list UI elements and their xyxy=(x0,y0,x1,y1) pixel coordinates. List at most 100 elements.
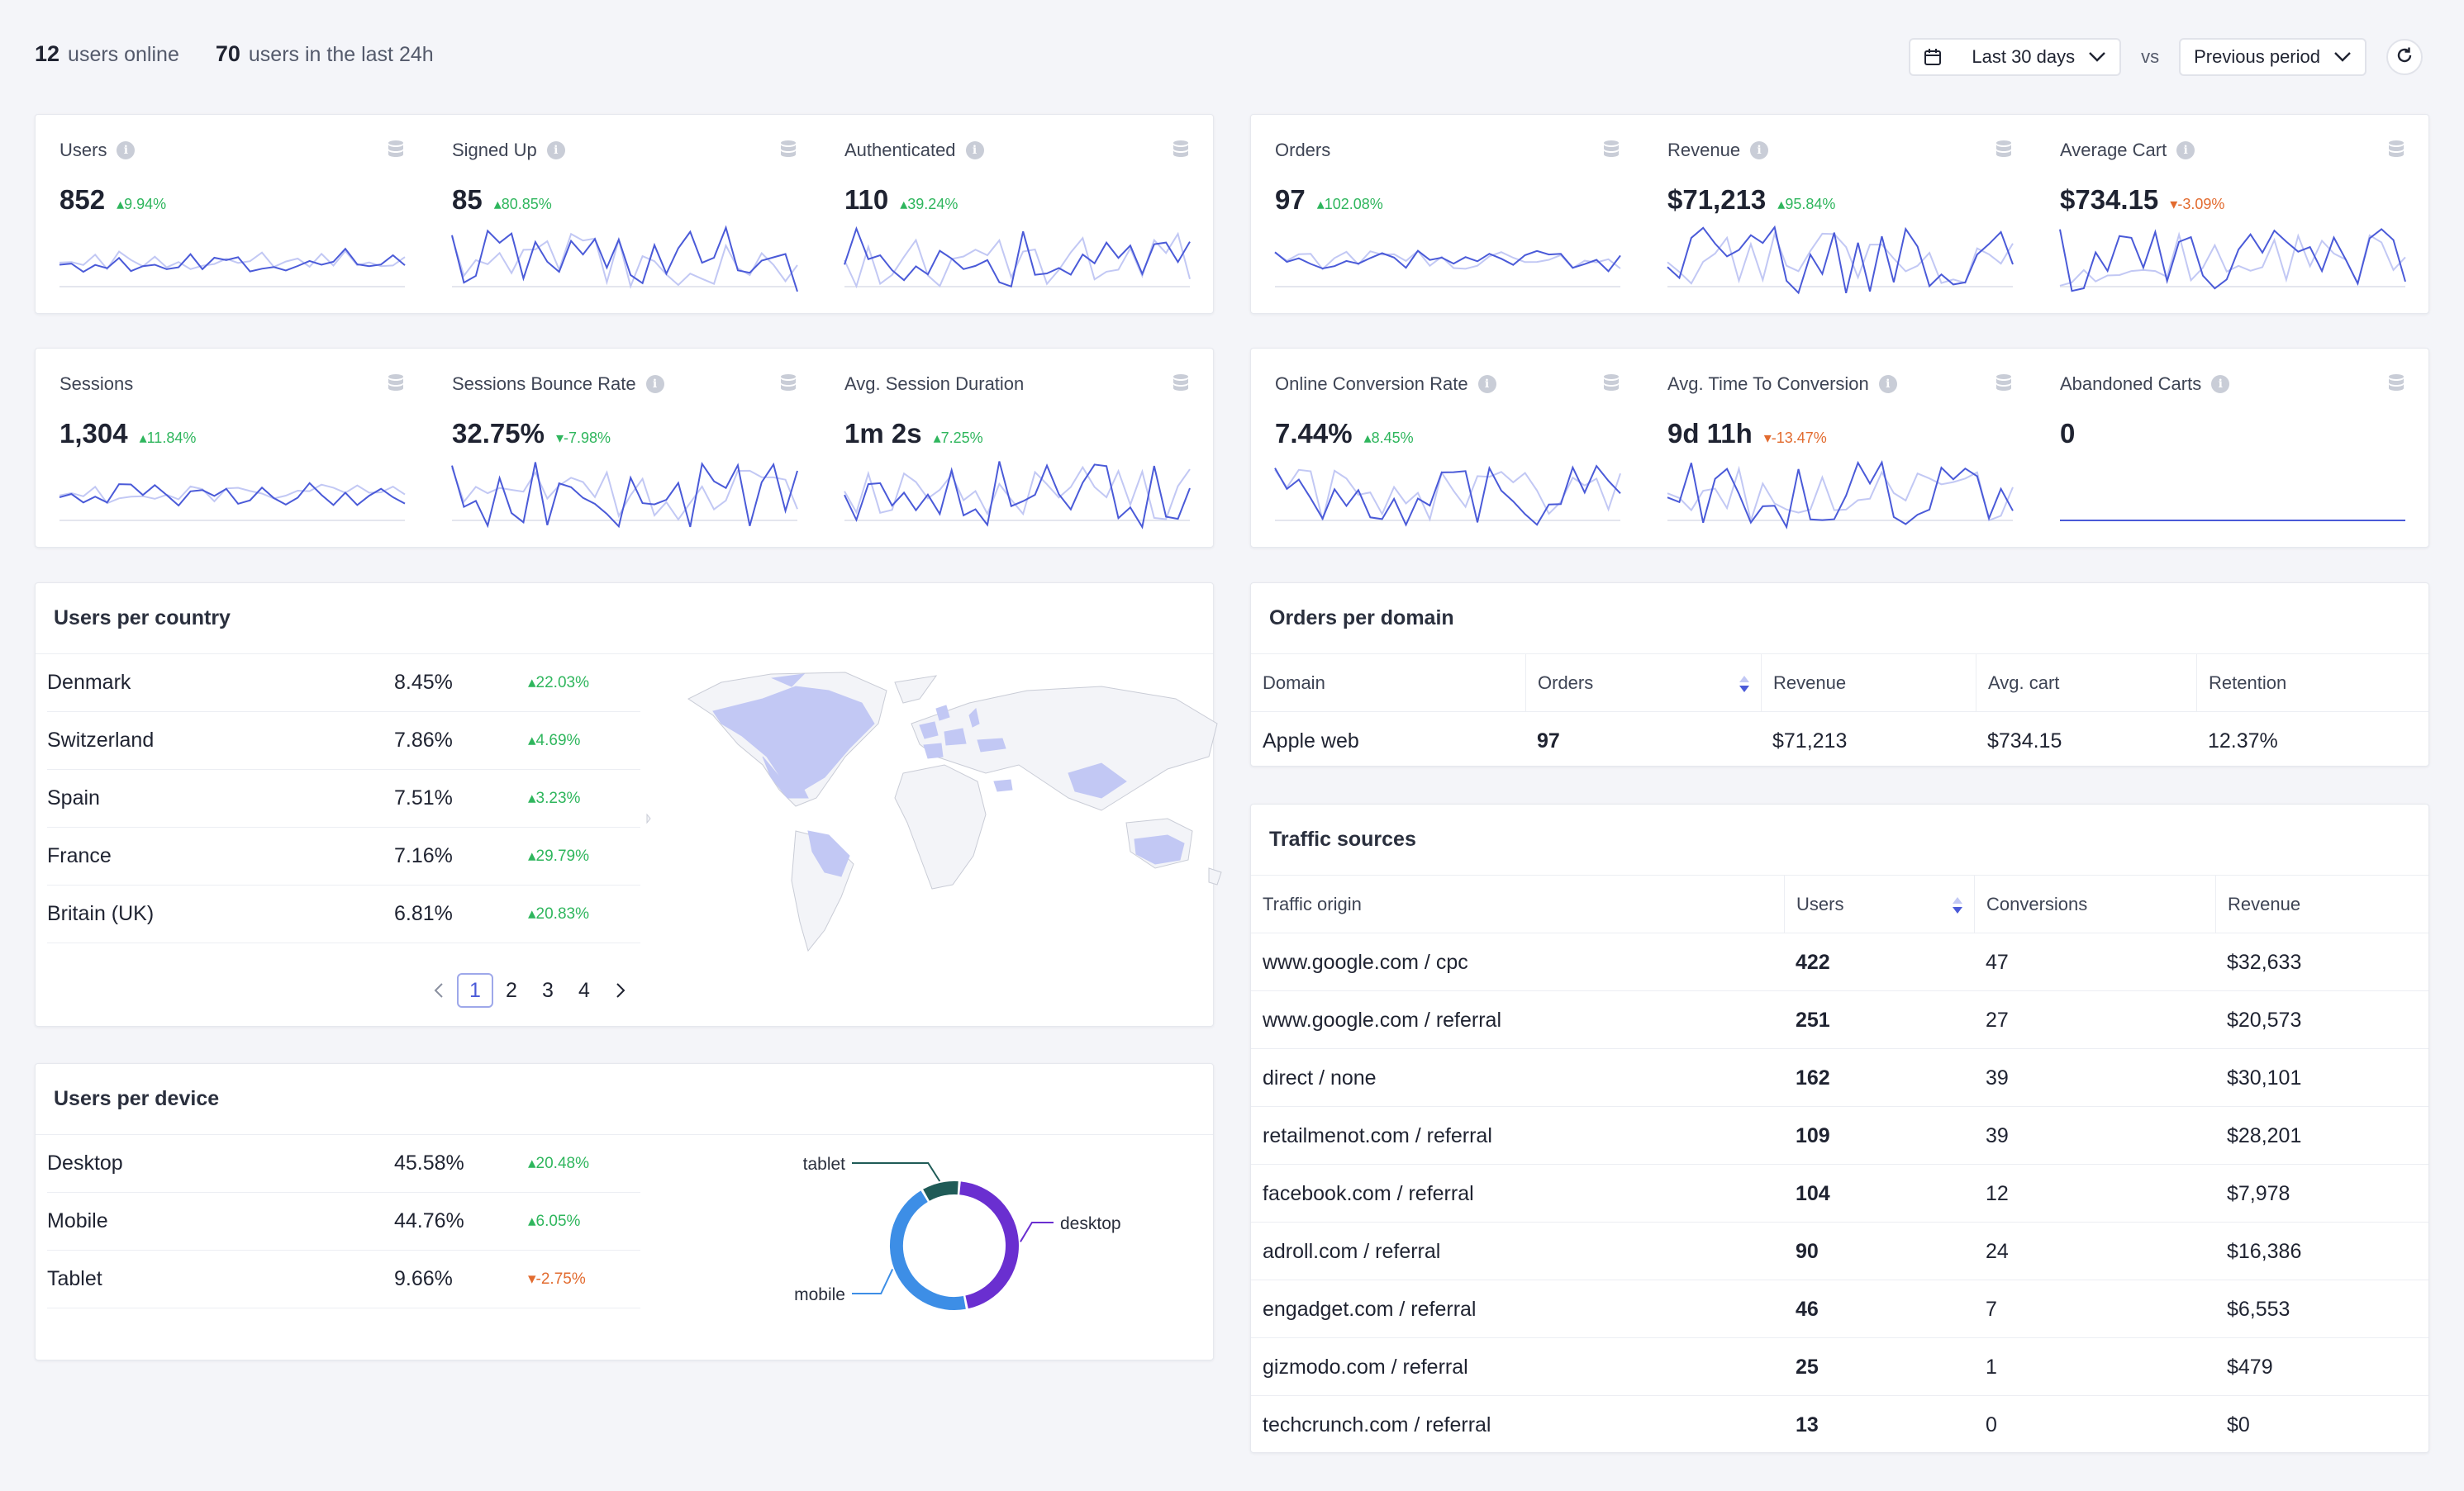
database-icon[interactable] xyxy=(1172,373,1190,393)
database-icon[interactable] xyxy=(387,140,405,159)
column-header[interactable]: Avg. cart xyxy=(1976,654,2196,712)
database-icon[interactable] xyxy=(1602,140,1620,159)
info-icon[interactable]: i xyxy=(2176,141,2195,159)
table-row[interactable]: engadget.com / referral 46 7 $6,553 xyxy=(1251,1280,2428,1338)
kpi-value: 32.75% xyxy=(452,418,545,449)
page-button[interactable]: 1 xyxy=(457,973,493,1008)
cell-users: 109 xyxy=(1796,1123,1830,1147)
column-header[interactable]: Users xyxy=(1784,876,1974,933)
item-percent: 6.81% xyxy=(394,902,453,925)
list-item[interactable]: Desktop 45.58% ▴20.48% xyxy=(47,1135,640,1193)
info-icon[interactable]: i xyxy=(117,141,136,159)
sparkline-current xyxy=(1667,460,2014,529)
refresh-button[interactable] xyxy=(2386,39,2423,75)
kpi-value-row: $71,213 ▴95.84% xyxy=(1667,184,2013,216)
kpi-label: Users xyxy=(59,140,107,160)
cell-conversions: 39 xyxy=(1986,1066,2009,1090)
info-icon[interactable]: i xyxy=(1878,375,1897,393)
database-icon[interactable] xyxy=(1995,140,2013,159)
database-icon[interactable] xyxy=(1172,140,1190,159)
table-row[interactable]: techcrunch.com / referral 13 0 $0 xyxy=(1251,1396,2428,1454)
column-header[interactable]: Domain xyxy=(1263,672,1325,693)
column-header[interactable]: Retention xyxy=(2196,654,2430,712)
info-icon[interactable]: i xyxy=(2211,375,2230,393)
pagination: 1 2 3 4 xyxy=(421,973,639,1008)
column-header[interactable]: Conversions xyxy=(1974,876,2215,933)
kpi-value-row: 852 ▴9.94% xyxy=(59,184,405,216)
list-item[interactable]: Tablet 9.66% ▾-2.75% xyxy=(47,1251,640,1308)
column-header[interactable]: Orders xyxy=(1525,654,1761,712)
list-item[interactable]: France 7.16% ▴29.79% xyxy=(47,828,640,886)
list-item[interactable]: Britain (UK) 6.81% ▴20.83% xyxy=(47,886,640,943)
list-item[interactable]: Denmark 8.45% ▴22.03% xyxy=(47,654,640,712)
kpi-tile: Signed Up i 85 ▴80.85% xyxy=(428,115,821,313)
sort-icon[interactable] xyxy=(1738,674,1751,694)
cell-users: 251 xyxy=(1796,1008,1830,1032)
page-button[interactable]: 2 xyxy=(506,978,517,1002)
info-icon[interactable]: i xyxy=(1750,141,1769,159)
table-row[interactable]: Apple web 97 $71,213 $734.15 12.37% xyxy=(1251,712,2428,770)
column-header[interactable]: Traffic origin xyxy=(1263,894,1362,914)
database-icon[interactable] xyxy=(387,373,405,393)
database-icon[interactable] xyxy=(779,140,797,159)
table-row[interactable]: direct / none 162 39 $30,101 xyxy=(1251,1049,2428,1107)
cell-orders: 97 xyxy=(1537,729,1560,753)
info-icon[interactable]: i xyxy=(645,375,664,393)
kpi-value-row: 1,304 ▴11.84% xyxy=(59,418,405,449)
table-row[interactable]: facebook.com / referral 104 12 $7,978 xyxy=(1251,1165,2428,1223)
column-header[interactable]: Revenue xyxy=(2215,876,2430,933)
database-icon[interactable] xyxy=(2387,140,2405,159)
database-icon[interactable] xyxy=(779,373,797,393)
kpi-tile: Abandoned Carts i 0 xyxy=(2036,349,2428,547)
header-stats: 12 users online 70 users in the last 24h xyxy=(35,31,434,76)
kpi-value: 1m 2s xyxy=(844,418,922,449)
table-row[interactable]: retailmenot.com / referral 109 39 $28,201 xyxy=(1251,1107,2428,1165)
compare-period-select[interactable]: Previous period xyxy=(2179,38,2366,76)
sparkline-current xyxy=(1274,249,1621,273)
online-users-stat: 12 users online xyxy=(35,40,179,66)
item-percent: 7.51% xyxy=(394,786,453,810)
cell-revenue: $28,201 xyxy=(2227,1123,2302,1147)
sort-icon[interactable] xyxy=(1951,895,1964,915)
database-icon[interactable] xyxy=(1995,373,2013,393)
sparkline-compare xyxy=(59,249,406,271)
kpi-delta: ▾-13.47% xyxy=(1763,430,1827,446)
list-item[interactable]: Spain 7.51% ▴3.23% xyxy=(47,770,640,828)
database-icon[interactable] xyxy=(2387,373,2405,393)
page-button[interactable]: 3 xyxy=(542,978,554,1002)
kpi-delta: ▴8.45% xyxy=(1363,430,1414,446)
cell-revenue: $7,978 xyxy=(2227,1181,2290,1205)
database-icon[interactable] xyxy=(1602,373,1620,393)
kpi-value: 97 xyxy=(1275,184,1306,215)
section-title: Users per device xyxy=(54,1087,220,1110)
cell-retention: 12.37% xyxy=(2208,729,2278,753)
table-row[interactable]: www.google.com / cpc 422 47 $32,633 xyxy=(1251,933,2428,991)
table-row[interactable]: adroll.com / referral 90 24 $16,386 xyxy=(1251,1223,2428,1280)
sparkline xyxy=(2059,228,2406,292)
info-icon[interactable]: i xyxy=(1477,375,1496,393)
prev-page-button[interactable] xyxy=(421,973,457,1008)
kpi-value-row: 7.44% ▴8.45% xyxy=(1275,418,1620,449)
date-range-select[interactable]: Last 30 days xyxy=(1909,38,2122,76)
kpi-header: Signed Up i xyxy=(452,138,797,163)
cell-revenue: $16,386 xyxy=(2227,1239,2302,1263)
table-row[interactable]: www.google.com / referral 251 27 $20,573 xyxy=(1251,991,2428,1049)
page-button[interactable]: 4 xyxy=(578,978,590,1002)
item-delta: ▴6.05% xyxy=(528,1213,581,1230)
kpi-card-orders: Orders 97 ▴102.08% Revenue i $71,213 ▴95.84% Av… xyxy=(1250,114,2429,314)
kpi-tile: Online Conversion Rate i 7.44% ▴8.45% xyxy=(1251,349,1643,547)
country-list: Denmark 8.45% ▴22.03% Switzerland 7.86% ▴4.69… xyxy=(47,654,640,943)
column-header[interactable]: Revenue xyxy=(1761,654,1976,712)
info-icon[interactable]: i xyxy=(965,141,984,159)
next-page-button[interactable] xyxy=(602,973,639,1008)
list-item[interactable]: Switzerland 7.86% ▴4.69% xyxy=(47,712,640,770)
kpi-header: Online Conversion Rate i xyxy=(1275,372,1620,396)
users-per-country-card: Users per country Denmark 8.45% ▴22.03% Swi… xyxy=(35,582,1222,1027)
kpi-header: Revenue i xyxy=(1667,138,2013,163)
table-row[interactable]: gizmodo.com / referral 25 1 $479 xyxy=(1251,1338,2428,1396)
label-line-desktop xyxy=(1020,1222,1054,1242)
kpi-delta: ▴7.25% xyxy=(933,430,983,446)
info-icon[interactable]: i xyxy=(546,141,565,159)
list-item[interactable]: Mobile 44.76% ▴6.05% xyxy=(47,1193,640,1251)
cell-conversions: 12 xyxy=(1986,1181,2009,1205)
